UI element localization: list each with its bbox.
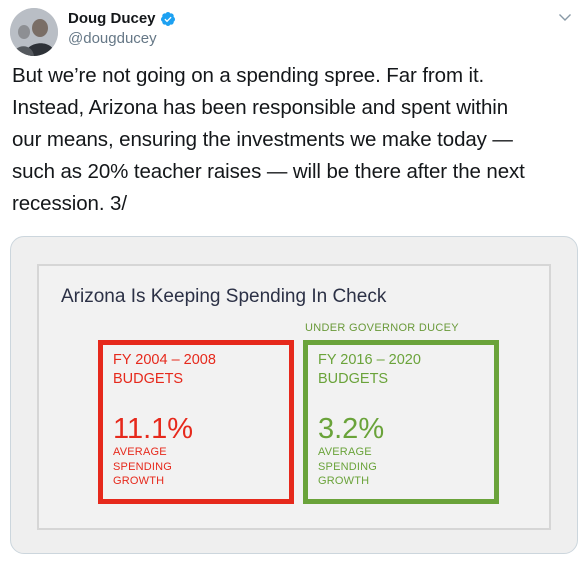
tweet-text-line: recession. 3/: [12, 192, 127, 215]
tweet-text: But we’re not going on a spending spree.…: [12, 60, 578, 220]
card-desc-line: SPENDING: [318, 460, 378, 473]
verified-badge-icon: [160, 11, 175, 26]
card-period: FY 2004 – 2008: [113, 352, 216, 368]
avatar[interactable]: [10, 8, 58, 56]
card-desc-line: SPENDING: [113, 460, 173, 473]
card-period: FY 2016 – 2020: [318, 352, 421, 368]
display-name[interactable]: Doug Ducey: [68, 10, 156, 27]
card-description: AVERAGE SPENDING GROWTH: [318, 445, 377, 489]
card-growth-value: 11.1%: [113, 413, 194, 445]
tweet-image[interactable]: Arizona Is Keeping Spending In Check UND…: [10, 236, 578, 554]
card-desc-line: AVERAGE: [113, 446, 167, 458]
avatar-photo-icon: [10, 8, 58, 56]
card-desc-line: GROWTH: [318, 475, 370, 487]
card-desc-line: GROWTH: [113, 475, 165, 487]
infographic-title: Arizona Is Keeping Spending In Check: [61, 286, 387, 307]
card-desc-line: AVERAGE: [318, 446, 372, 458]
tweet-text-line: But we’re not going on a spending spree.…: [12, 64, 485, 87]
card-growth-value: 3.2%: [318, 413, 385, 445]
chevron-down-icon[interactable]: [558, 10, 572, 24]
card-description: AVERAGE SPENDING GROWTH: [113, 445, 172, 489]
under-governor-label: UNDER GOVERNOR DUCEY: [305, 322, 459, 334]
tweet-text-line: Instead, Arizona has been responsible an…: [12, 96, 509, 119]
tweet-author: Doug Ducey @dougducey: [68, 10, 176, 47]
budget-card-2004-2008: FY 2004 – 2008 BUDGETS 11.1% AVERAGE SPE…: [98, 340, 294, 504]
tweet-text-line: our means, ensuring the investments we m…: [12, 128, 513, 151]
tweet-text-line: such as 20% teacher raises — will be the…: [12, 160, 525, 183]
user-handle[interactable]: @dougducey: [68, 30, 157, 47]
budget-card-2016-2020: FY 2016 – 2020 BUDGETS 3.2% AVERAGE SPEN…: [303, 340, 499, 504]
card-budgets-label: BUDGETS: [113, 371, 184, 387]
infographic-frame: Arizona Is Keeping Spending In Check UND…: [37, 264, 551, 530]
card-budgets-label: BUDGETS: [318, 371, 389, 387]
